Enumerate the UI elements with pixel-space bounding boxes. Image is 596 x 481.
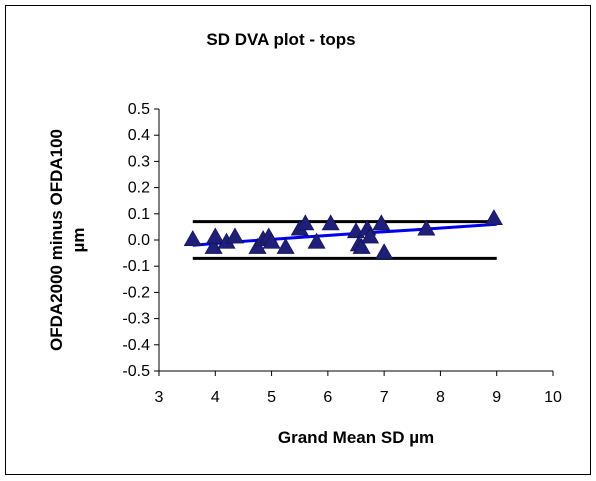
data-point: [183, 230, 202, 246]
data-point: [204, 237, 223, 254]
data-point: [352, 237, 371, 254]
y-tick-label: -0.5: [122, 363, 150, 380]
chart-title: SD DVA plot - tops: [206, 30, 355, 49]
data-point: [372, 214, 391, 231]
x-axis-label: Grand Mean SD µm: [278, 428, 434, 447]
x-tick-label: 3: [155, 389, 164, 406]
x-tick-label: 6: [323, 389, 332, 406]
chart-frame: SD DVA plot - tops 0.5 0.4 0.3 0.2 0.1 0.0 -0.…: [5, 5, 591, 475]
data-point: [417, 219, 436, 236]
y-tick-label: 0.3: [128, 153, 150, 170]
x-tick-label: 5: [267, 389, 276, 406]
y-axis-label-line1: OFDA2000 minus OFDA100: [47, 129, 66, 351]
y-tick-label: 0.0: [128, 232, 150, 249]
data-point: [276, 237, 295, 254]
data-point: [307, 232, 326, 249]
x-tick-label: 9: [492, 389, 501, 406]
x-tick-label: 8: [436, 389, 445, 406]
data-point: [375, 243, 394, 260]
x-tick-label: 10: [544, 389, 562, 406]
y-axis-label-line2: µm: [69, 228, 88, 253]
data-point: [262, 232, 281, 249]
y-tick-label: -0.4: [122, 337, 150, 354]
data-point: [225, 227, 245, 244]
x-tick-label: 7: [380, 389, 389, 406]
limit-lines: [192, 220, 497, 260]
x-tick-labels: 3 4 5 6 7 8 9 10: [155, 389, 562, 406]
data-points: [183, 209, 503, 260]
y-tick-label: 0.5: [128, 101, 150, 118]
y-tick-label: 0.2: [128, 180, 150, 197]
y-tick-label: 0.4: [128, 127, 150, 144]
y-tick-label: -0.2: [122, 284, 150, 301]
data-point: [321, 214, 340, 231]
y-tick-label: -0.1: [122, 258, 150, 275]
y-tick-label: 0.1: [128, 206, 150, 223]
data-point: [296, 214, 315, 231]
y-tick-labels: 0.5 0.4 0.3 0.2 0.1 0.0 -0.1 -0.2 -0.3 -0.4 -0.5: [122, 101, 150, 380]
sd-dva-chart: SD DVA plot - tops 0.5 0.4 0.3 0.2 0.1 0.0 -0.…: [47, 30, 562, 447]
data-point: [206, 227, 225, 244]
y-tick-label: -0.3: [122, 311, 150, 328]
x-tick-label: 4: [211, 389, 220, 406]
data-point: [484, 209, 503, 226]
data-point: [248, 237, 267, 254]
data-point: [361, 227, 380, 244]
axes: [154, 108, 554, 376]
